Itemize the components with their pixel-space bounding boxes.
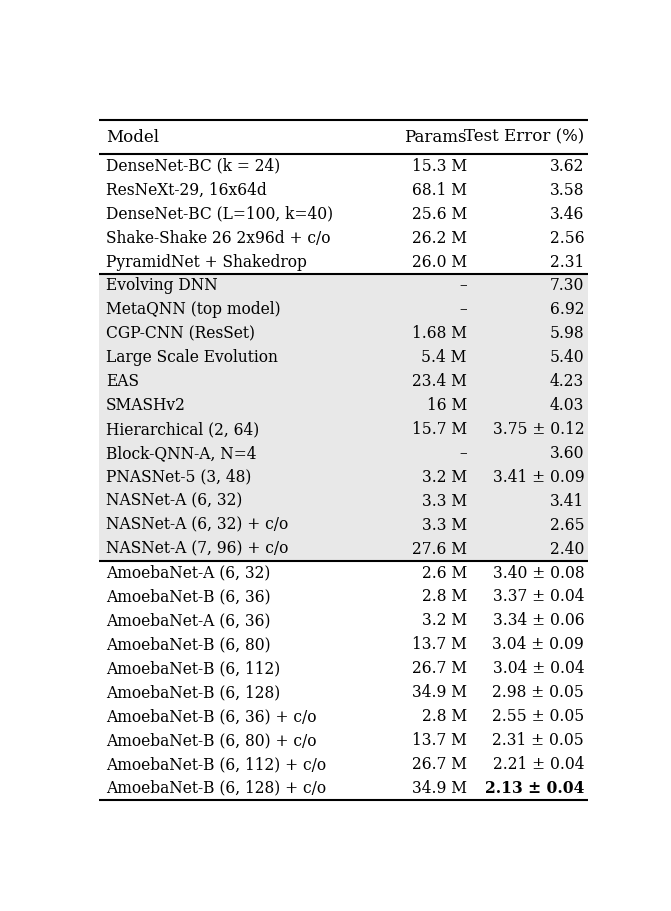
Text: 5.4 M: 5.4 M <box>421 349 467 366</box>
Text: PNASNet-5 (3, 48): PNASNet-5 (3, 48) <box>106 469 251 486</box>
Text: 2.40: 2.40 <box>550 540 584 558</box>
Text: 34.9 M: 34.9 M <box>412 780 467 797</box>
Text: AmoebaNet-B (6, 36): AmoebaNet-B (6, 36) <box>106 589 270 606</box>
Bar <box>99 561 588 800</box>
Text: AmoebaNet-B (6, 112) + c/o: AmoebaNet-B (6, 112) + c/o <box>106 756 326 773</box>
Text: 25.6 M: 25.6 M <box>411 206 467 222</box>
Bar <box>99 274 588 561</box>
Text: 1.68 M: 1.68 M <box>412 325 467 343</box>
Text: Params: Params <box>405 128 467 146</box>
Text: AmoebaNet-A (6, 36): AmoebaNet-A (6, 36) <box>106 612 270 630</box>
Text: AmoebaNet-B (6, 128) + c/o: AmoebaNet-B (6, 128) + c/o <box>106 780 326 797</box>
Text: 68.1 M: 68.1 M <box>412 182 467 199</box>
Text: 23.4 M: 23.4 M <box>412 374 467 390</box>
Text: Hierarchical (2, 64): Hierarchical (2, 64) <box>106 421 259 438</box>
Text: 3.40 ± 0.08: 3.40 ± 0.08 <box>493 565 584 581</box>
Text: AmoebaNet-A (6, 32): AmoebaNet-A (6, 32) <box>106 565 270 581</box>
Text: 2.55 ± 0.05: 2.55 ± 0.05 <box>492 708 584 725</box>
Text: 2.31 ± 0.05: 2.31 ± 0.05 <box>493 732 584 749</box>
Text: 2.98 ± 0.05: 2.98 ± 0.05 <box>493 684 584 701</box>
Text: 2.21 ± 0.04: 2.21 ± 0.04 <box>493 756 584 773</box>
Text: 3.04 ± 0.09: 3.04 ± 0.09 <box>493 636 584 653</box>
Text: CGP-CNN (ResSet): CGP-CNN (ResSet) <box>106 325 255 343</box>
Text: 27.6 M: 27.6 M <box>412 540 467 558</box>
Text: Large Scale Evolution: Large Scale Evolution <box>106 349 278 366</box>
Text: 3.04 ± 0.04: 3.04 ± 0.04 <box>493 660 584 677</box>
Text: –: – <box>459 445 467 462</box>
Text: Shake-Shake 26 2x96d + c/o: Shake-Shake 26 2x96d + c/o <box>106 230 330 247</box>
Text: NASNet-A (6, 32): NASNet-A (6, 32) <box>106 493 242 510</box>
Text: AmoebaNet-B (6, 36) + c/o: AmoebaNet-B (6, 36) + c/o <box>106 708 316 725</box>
Text: MetaQNN (top model): MetaQNN (top model) <box>106 302 280 318</box>
Text: 2.65: 2.65 <box>550 517 584 534</box>
Text: 15.3 M: 15.3 M <box>412 158 467 175</box>
Text: AmoebaNet-B (6, 128): AmoebaNet-B (6, 128) <box>106 684 280 701</box>
Text: 5.40: 5.40 <box>550 349 584 366</box>
Text: PyramidNet + Shakedrop: PyramidNet + Shakedrop <box>106 253 307 271</box>
Text: 3.2 M: 3.2 M <box>421 612 467 630</box>
Text: 2.31: 2.31 <box>550 253 584 271</box>
Text: 2.8 M: 2.8 M <box>421 589 467 606</box>
Text: 7.30: 7.30 <box>550 278 584 294</box>
Text: 3.60: 3.60 <box>550 445 584 462</box>
Text: ResNeXt-29, 16x64d: ResNeXt-29, 16x64d <box>106 182 266 199</box>
Text: 6.92: 6.92 <box>550 302 584 318</box>
Text: NASNet-A (6, 32) + c/o: NASNet-A (6, 32) + c/o <box>106 517 288 534</box>
Text: 26.7 M: 26.7 M <box>412 660 467 677</box>
Text: Test Error (%): Test Error (%) <box>464 128 584 146</box>
Text: EAS: EAS <box>106 374 139 390</box>
Text: 3.34 ± 0.06: 3.34 ± 0.06 <box>493 612 584 630</box>
Text: 3.58: 3.58 <box>550 182 584 199</box>
Text: Model: Model <box>106 128 159 146</box>
Text: DenseNet-BC (L=100, k=40): DenseNet-BC (L=100, k=40) <box>106 206 333 222</box>
Text: 26.2 M: 26.2 M <box>412 230 467 247</box>
Text: 3.62: 3.62 <box>550 158 584 175</box>
Bar <box>99 154 588 274</box>
Text: AmoebaNet-B (6, 80) + c/o: AmoebaNet-B (6, 80) + c/o <box>106 732 316 749</box>
Text: 3.75 ± 0.12: 3.75 ± 0.12 <box>493 421 584 438</box>
Text: 5.98: 5.98 <box>550 325 584 343</box>
Text: SMASHv2: SMASHv2 <box>106 397 186 415</box>
Text: 3.3 M: 3.3 M <box>421 517 467 534</box>
Text: 2.8 M: 2.8 M <box>421 708 467 725</box>
Text: 3.3 M: 3.3 M <box>421 493 467 510</box>
Text: 2.6 M: 2.6 M <box>421 565 467 581</box>
Text: 26.0 M: 26.0 M <box>412 253 467 271</box>
Text: 13.7 M: 13.7 M <box>412 732 467 749</box>
Text: 3.41: 3.41 <box>550 493 584 510</box>
Text: Block-QNN-A, N=4: Block-QNN-A, N=4 <box>106 445 256 462</box>
Text: AmoebaNet-B (6, 112): AmoebaNet-B (6, 112) <box>106 660 280 677</box>
Text: NASNet-A (7, 96) + c/o: NASNet-A (7, 96) + c/o <box>106 540 288 558</box>
Text: –: – <box>459 278 467 294</box>
Text: AmoebaNet-B (6, 80): AmoebaNet-B (6, 80) <box>106 636 270 653</box>
Text: 2.13 ± 0.04: 2.13 ± 0.04 <box>484 780 584 797</box>
Text: 4.23: 4.23 <box>550 374 584 390</box>
Text: –: – <box>459 302 467 318</box>
Text: 2.56: 2.56 <box>550 230 584 247</box>
Text: 3.46: 3.46 <box>550 206 584 222</box>
Text: 3.37 ± 0.04: 3.37 ± 0.04 <box>493 589 584 606</box>
Text: DenseNet-BC (k = 24): DenseNet-BC (k = 24) <box>106 158 280 175</box>
Text: 16 M: 16 M <box>427 397 467 415</box>
Text: 15.7 M: 15.7 M <box>412 421 467 438</box>
Text: 4.03: 4.03 <box>550 397 584 415</box>
Text: Evolving DNN: Evolving DNN <box>106 278 217 294</box>
Bar <box>99 120 588 154</box>
Text: 26.7 M: 26.7 M <box>412 756 467 773</box>
Text: 34.9 M: 34.9 M <box>412 684 467 701</box>
Text: 3.41 ± 0.09: 3.41 ± 0.09 <box>493 469 584 486</box>
Text: 13.7 M: 13.7 M <box>412 636 467 653</box>
Text: 3.2 M: 3.2 M <box>421 469 467 486</box>
